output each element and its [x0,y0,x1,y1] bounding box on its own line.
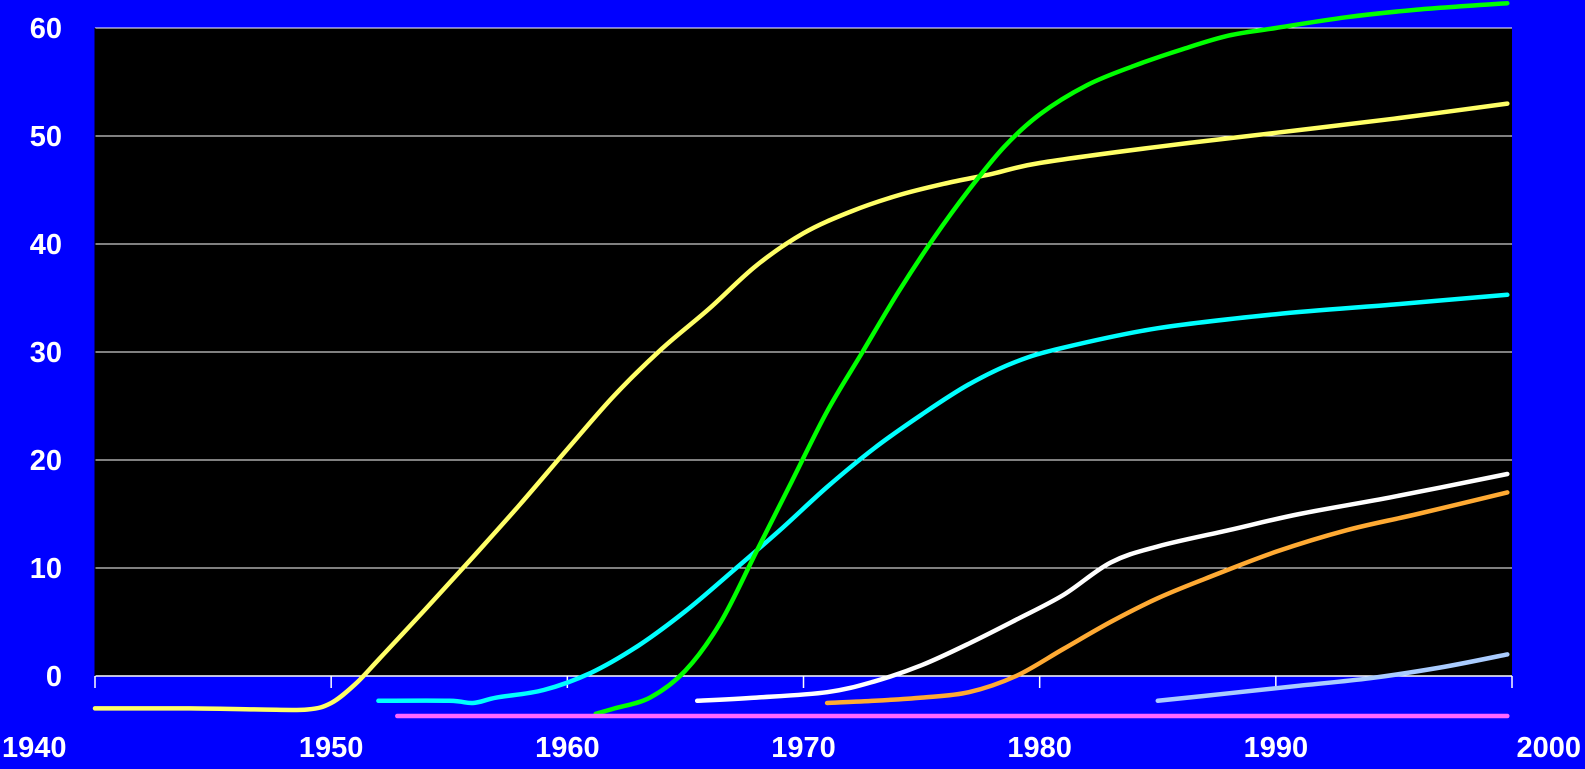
series-line-2 [376,292,1510,706]
y-tick-label-0: 0 [46,661,62,693]
x-tick-label-2000: 2000 [1516,732,1581,764]
x-tick-label-1950: 1950 [299,732,364,764]
series-lines [92,0,1510,719]
y-tick-label-50: 50 [30,121,62,153]
series-line-6 [1155,652,1510,704]
series-line-1 [92,101,1510,713]
x-tick-label-1940: 1940 [2,732,67,764]
tick-labels: 0 10 20 30 40 50 60 1940 1950 1960 1970 1980 1990 200… [2,13,1581,764]
series-line-3 [593,0,1510,717]
y-tick-label-40: 40 [30,229,62,261]
x-tick-label-1990: 1990 [1244,732,1309,764]
y-tick-label-30: 30 [30,337,62,369]
x-tick-label-1980: 1980 [1007,732,1072,764]
x-tick-label-1960: 1960 [535,732,600,764]
series-line-4 [694,471,1510,704]
y-tick-label-20: 20 [30,445,62,477]
series-line-5 [824,490,1510,706]
y-tick-label-60: 60 [30,13,62,45]
y-tick-label-10: 10 [30,553,62,585]
x-tick-label-1970: 1970 [771,732,836,764]
